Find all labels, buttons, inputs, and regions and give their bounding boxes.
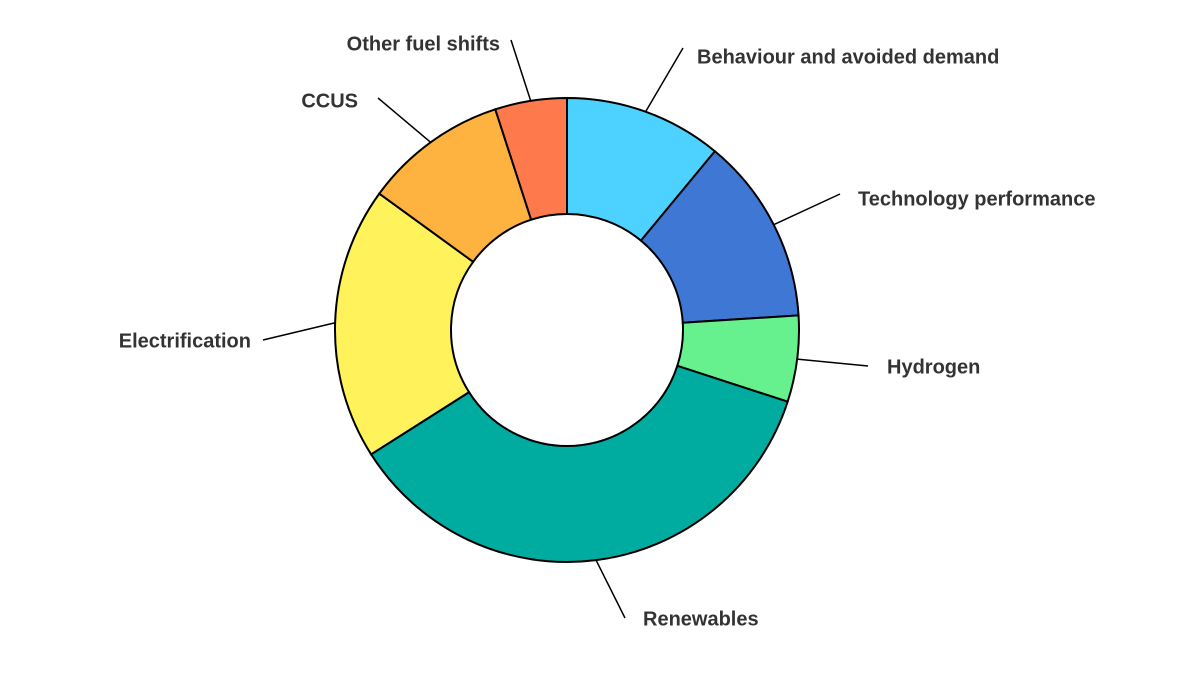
label-other-fuel-shifts: Other fuel shifts [347,33,500,55]
leader-lines-group [262,39,869,619]
leader-line-other-fuel-shifts [510,39,532,102]
slice-renewables [369,364,789,563]
leader-line-ccus [377,97,432,143]
leader-line-electrification [262,321,336,341]
leader-line-hydrogen [797,358,869,367]
leader-line-behaviour-and-avoided-demand [644,47,684,113]
label-hydrogen: Hydrogen [887,356,980,378]
leader-line-technology-performance [773,193,841,226]
slice-electrification [334,192,475,456]
slices-group [334,96,800,563]
label-electrification: Electrification [119,330,251,352]
leader-line-renewables [595,559,626,619]
slice-other-fuel-shifts [494,96,568,221]
label-ccus: CCUS [301,90,358,112]
label-renewables: Renewables [643,608,759,630]
label-behaviour-and-avoided-demand: Behaviour and avoided demand [697,46,999,68]
labels-group: Behaviour and avoided demand Technology p… [119,33,1096,630]
label-technology-performance: Technology performance [858,188,1095,210]
